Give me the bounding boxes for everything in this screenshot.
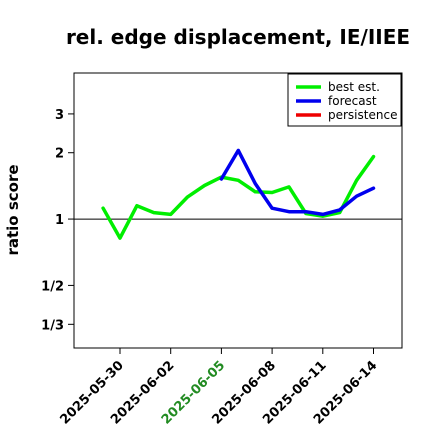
legend-label: best est. [328, 80, 380, 94]
y-tick-label: 3 [55, 108, 64, 123]
plot-area: 1/31/21232025-05-302025-06-022025-06-052… [41, 72, 403, 428]
y-tick-label: 1/3 [41, 318, 64, 333]
legend-label: persistence [328, 108, 397, 122]
y-tick-label: 2 [55, 147, 64, 162]
y-tick-label: 1/2 [41, 279, 64, 294]
y-axis-label: ratio score [4, 164, 22, 255]
legend-label: forecast [328, 94, 377, 108]
chart-title: rel. edge displacement, IE/IIEE [66, 25, 410, 49]
plot-frame [73, 72, 403, 349]
series-line-best-est [101, 154, 376, 240]
series-line-forecast [219, 148, 376, 217]
y-tick-label: 1 [55, 213, 64, 228]
